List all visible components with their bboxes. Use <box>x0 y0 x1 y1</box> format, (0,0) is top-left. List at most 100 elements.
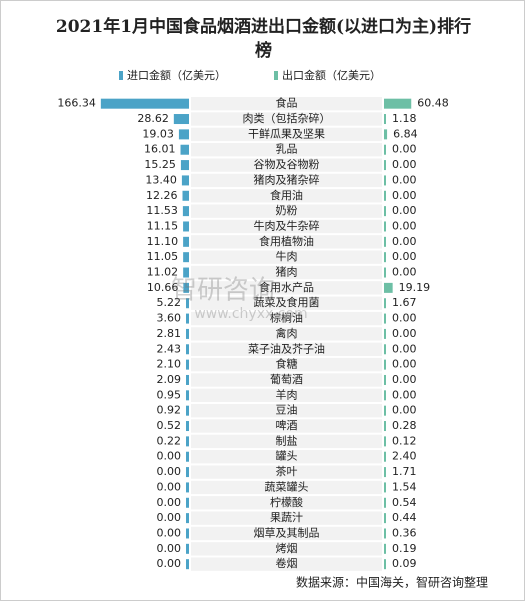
category-label: 食用植物油 <box>259 234 314 248</box>
category-label: 柠檬酸 <box>270 495 303 509</box>
value-label: 0.00 <box>392 404 417 417</box>
value-label: 0.54 <box>392 496 417 509</box>
value-label: 60.48 <box>417 97 449 110</box>
value-label: 2.10 <box>157 358 182 371</box>
category-label: 烟草及其制品 <box>254 525 320 539</box>
value-label: 11.15 <box>147 219 179 232</box>
row-band <box>191 265 382 280</box>
category-label: 蔬菜罐头 <box>265 480 309 493</box>
row-band <box>191 219 382 234</box>
bar <box>384 374 386 385</box>
bar <box>181 175 189 186</box>
category-label: 猪肉及猪杂碎 <box>254 172 320 186</box>
value-label: 0.00 <box>157 511 182 524</box>
bar <box>384 221 386 232</box>
row-band <box>191 97 382 111</box>
bar <box>384 114 386 125</box>
row-band <box>191 127 382 142</box>
legend-swatch <box>274 71 278 80</box>
bar <box>186 559 189 570</box>
value-label: 28.62 <box>137 112 169 125</box>
row-band <box>191 419 382 433</box>
category-label: 肉类（包括杂碎） <box>243 111 331 125</box>
bar <box>384 359 386 370</box>
value-label: 0.00 <box>392 219 417 232</box>
bar <box>186 436 189 447</box>
legend-swatch <box>119 71 123 80</box>
category-label: 制盐 <box>276 434 298 447</box>
row-band <box>191 173 382 188</box>
bar <box>186 359 189 370</box>
bar <box>183 221 189 232</box>
bar <box>384 559 386 570</box>
value-label: 1.18 <box>392 112 417 125</box>
category-label: 果蔬汁 <box>270 511 303 524</box>
chart-title: 2021年1月中国食品烟酒进出口金额(以进口为主)排行榜 <box>55 17 472 61</box>
value-label: 0.00 <box>157 542 182 555</box>
bar <box>186 467 189 478</box>
value-label: 0.12 <box>392 434 417 447</box>
category-label: 葡萄酒 <box>270 373 303 386</box>
bar <box>384 405 386 416</box>
bar <box>183 267 189 278</box>
value-label: 15.25 <box>144 158 176 171</box>
row-band <box>191 373 382 387</box>
bar <box>186 374 189 385</box>
row-band <box>191 327 382 341</box>
value-label: 11.05 <box>147 250 179 263</box>
bar <box>186 482 189 493</box>
value-label: 0.00 <box>392 143 417 156</box>
bar <box>180 160 189 171</box>
bar <box>186 421 189 432</box>
bar <box>186 405 189 416</box>
bar <box>384 298 386 309</box>
bar <box>384 451 386 462</box>
row-band <box>191 480 382 495</box>
bar <box>182 190 189 201</box>
category-label: 牛肉及牛杂碎 <box>254 218 320 232</box>
value-label: 2.40 <box>392 450 417 463</box>
category-label: 干鲜瓜果及坚果 <box>248 126 325 140</box>
value-label: 13.40 <box>145 173 177 186</box>
category-label: 羊肉 <box>276 387 298 401</box>
row-band <box>191 357 382 372</box>
value-label: 0.00 <box>392 235 417 248</box>
row-band <box>191 112 382 126</box>
value-label: 0.00 <box>392 204 417 217</box>
value-label: 0.00 <box>392 342 417 355</box>
row-band <box>191 404 382 418</box>
bar <box>384 129 388 140</box>
value-label: 0.00 <box>157 450 182 463</box>
category-label: 豆油 <box>276 403 298 417</box>
category-label: 猪肉 <box>276 266 298 279</box>
value-label: 16.01 <box>144 143 176 156</box>
category-label: 棕榈油 <box>270 311 303 325</box>
category-label: 菜子油及芥子油 <box>248 341 325 355</box>
value-label: 11.53 <box>146 204 178 217</box>
value-label: 19.03 <box>142 127 174 140</box>
row-band <box>191 342 382 356</box>
bar <box>384 175 386 186</box>
row-band <box>191 496 382 510</box>
value-label: 0.00 <box>392 173 417 186</box>
value-label: 11.10 <box>147 235 179 248</box>
category-label: 食品 <box>276 96 298 110</box>
bar <box>384 528 386 539</box>
category-label: 食糖 <box>276 357 298 371</box>
row-band <box>191 143 382 157</box>
category-label: 烤烟 <box>276 541 298 555</box>
bar <box>186 298 189 309</box>
row-band <box>191 526 382 541</box>
row-band <box>191 450 382 464</box>
category-label: 谷物及谷物粉 <box>254 157 320 171</box>
category-label: 牛肉 <box>276 249 298 263</box>
bar <box>384 98 412 109</box>
bar <box>182 206 189 217</box>
value-label: 10.66 <box>147 281 179 294</box>
bar <box>186 313 189 324</box>
bar <box>384 252 386 263</box>
bar <box>384 482 386 493</box>
category-label: 乳品 <box>276 143 298 156</box>
